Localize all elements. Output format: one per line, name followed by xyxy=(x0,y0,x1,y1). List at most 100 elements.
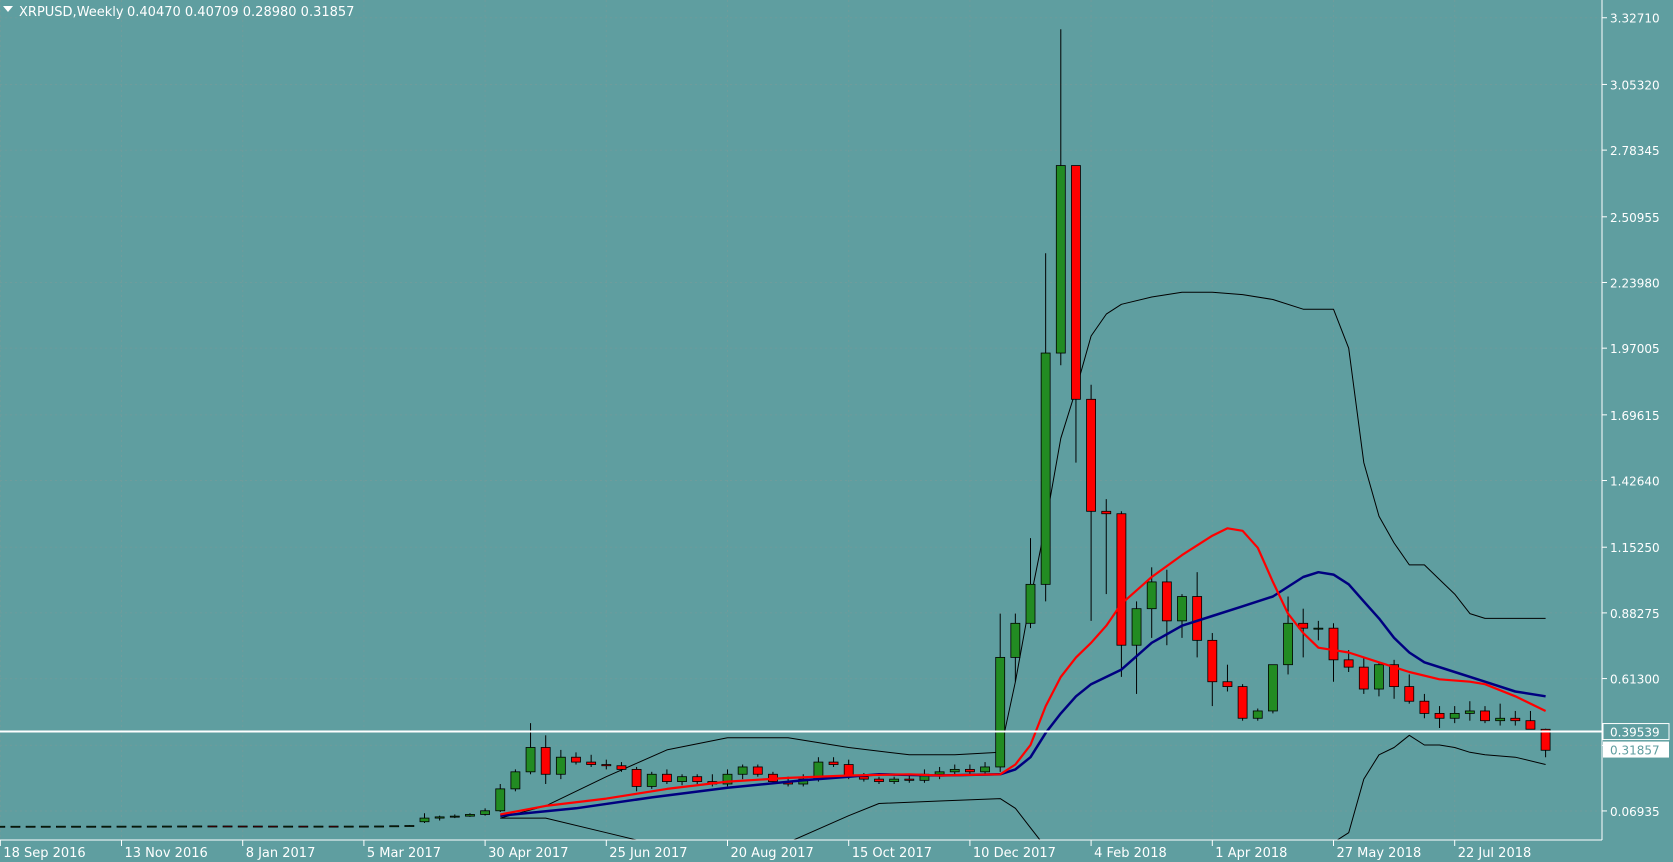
candle xyxy=(1525,710,1536,730)
candle-body-up xyxy=(0,825,6,828)
ohlc-readout: 0.40470 0.40709 0.28980 0.31857 xyxy=(127,5,354,20)
candle xyxy=(965,764,975,775)
candle-body-down xyxy=(1161,581,1172,622)
candle-body-down xyxy=(1207,639,1218,683)
candle-body-down xyxy=(828,761,839,765)
candle-body-up xyxy=(374,825,384,828)
candle-body-down xyxy=(571,756,581,763)
candle-body-up xyxy=(1313,627,1324,630)
time-tick-label: 27 May 2018 xyxy=(1337,846,1422,861)
candle-body-up xyxy=(1131,608,1142,646)
candle xyxy=(298,825,309,828)
candle-body-up xyxy=(177,825,188,828)
candle-body-up xyxy=(1283,622,1293,666)
time-tick-label: 25 Jun 2017 xyxy=(609,846,687,861)
candle-body-up xyxy=(646,773,657,787)
candle xyxy=(949,764,960,775)
candle-body-up xyxy=(722,773,733,785)
candle xyxy=(56,825,66,828)
candle xyxy=(737,764,748,780)
candle-body-up xyxy=(934,771,945,775)
candle-body-up xyxy=(389,825,400,828)
candle xyxy=(1177,594,1187,638)
candle-body-up xyxy=(358,825,369,828)
candle xyxy=(480,808,491,816)
candle xyxy=(1480,706,1490,724)
candle xyxy=(1101,499,1112,595)
candle-body-down xyxy=(1237,686,1248,719)
price-tick-label: 2.23980 xyxy=(1610,276,1660,290)
price-tick-label: 1.97005 xyxy=(1610,342,1660,356)
candle-body-up xyxy=(980,766,990,773)
candle xyxy=(1040,253,1051,602)
candle-body-up xyxy=(449,815,460,818)
candle-body-down xyxy=(874,778,884,782)
candle-body-down xyxy=(237,825,248,828)
candle-body-up xyxy=(1268,664,1278,712)
candle xyxy=(1328,623,1339,682)
candle-body-down xyxy=(752,766,763,775)
candle xyxy=(237,825,248,828)
candle-body-up xyxy=(1055,165,1066,354)
grid xyxy=(0,0,1602,840)
candle xyxy=(692,774,703,784)
candle-body-up xyxy=(480,810,491,815)
level-price-tag xyxy=(1602,723,1670,741)
candle xyxy=(1237,684,1248,721)
candle xyxy=(1404,674,1415,704)
moving-averages xyxy=(500,527,1547,817)
candle xyxy=(555,749,566,780)
candle-body-up xyxy=(25,825,36,828)
candle-body-up xyxy=(343,825,354,828)
candle xyxy=(25,825,36,828)
candle-body-up xyxy=(495,788,506,812)
candle xyxy=(646,771,657,789)
price-tick-label: 1.69615 xyxy=(1610,409,1660,423)
candle-body-down xyxy=(1358,666,1369,690)
candle xyxy=(677,774,687,786)
time-axis[interactable]: 18 Sep 2016 13 Nov 2016 8 Jan 2017 5 Mar 20… xyxy=(0,840,1531,861)
candle xyxy=(1283,596,1293,675)
candle-body-up xyxy=(1464,710,1475,714)
candle xyxy=(419,813,430,823)
price-tick-label: 3.32710 xyxy=(1610,12,1660,26)
candle xyxy=(1207,633,1218,707)
candle xyxy=(1252,708,1263,721)
candle-body-down xyxy=(1343,659,1354,668)
candle-body-down xyxy=(601,764,612,767)
triangle-down-icon[interactable] xyxy=(3,6,13,12)
candle xyxy=(404,825,415,827)
candle xyxy=(1358,657,1369,694)
candle xyxy=(1055,29,1066,366)
candle-body-down xyxy=(1389,664,1399,688)
candle xyxy=(874,776,884,784)
candle-body-up xyxy=(116,825,127,828)
candle-body-up xyxy=(949,768,960,773)
price-tick-label: 1.15250 xyxy=(1610,541,1660,555)
candle xyxy=(328,825,339,828)
candle-body-down xyxy=(1434,712,1445,719)
candle-body-up xyxy=(419,817,430,823)
candle xyxy=(434,815,445,821)
candle-body-up xyxy=(86,825,97,828)
candle-body-down xyxy=(1419,700,1430,714)
candle-body-down xyxy=(1192,596,1203,641)
candle xyxy=(101,825,112,828)
candle-body-down xyxy=(207,825,218,828)
candle-body-up xyxy=(101,825,112,828)
candle xyxy=(222,825,233,828)
candle xyxy=(662,769,672,784)
price-tick-label: 2.78345 xyxy=(1610,144,1660,158)
candle-body-up xyxy=(1146,581,1157,610)
candle-body-up xyxy=(40,825,51,828)
candle-body-up xyxy=(1040,352,1051,585)
candle-body-down xyxy=(1480,710,1490,722)
candle-body-down xyxy=(662,773,672,782)
candle-body-up xyxy=(192,825,203,828)
candle-body-up xyxy=(56,825,66,828)
price-tick-label: 0.06935 xyxy=(1610,805,1660,819)
price-axis[interactable]: 0.06935 0.61300 0.88275 1.15250 1.42640 1.696… xyxy=(1602,12,1670,819)
candle xyxy=(343,825,354,828)
candles xyxy=(0,29,1551,828)
